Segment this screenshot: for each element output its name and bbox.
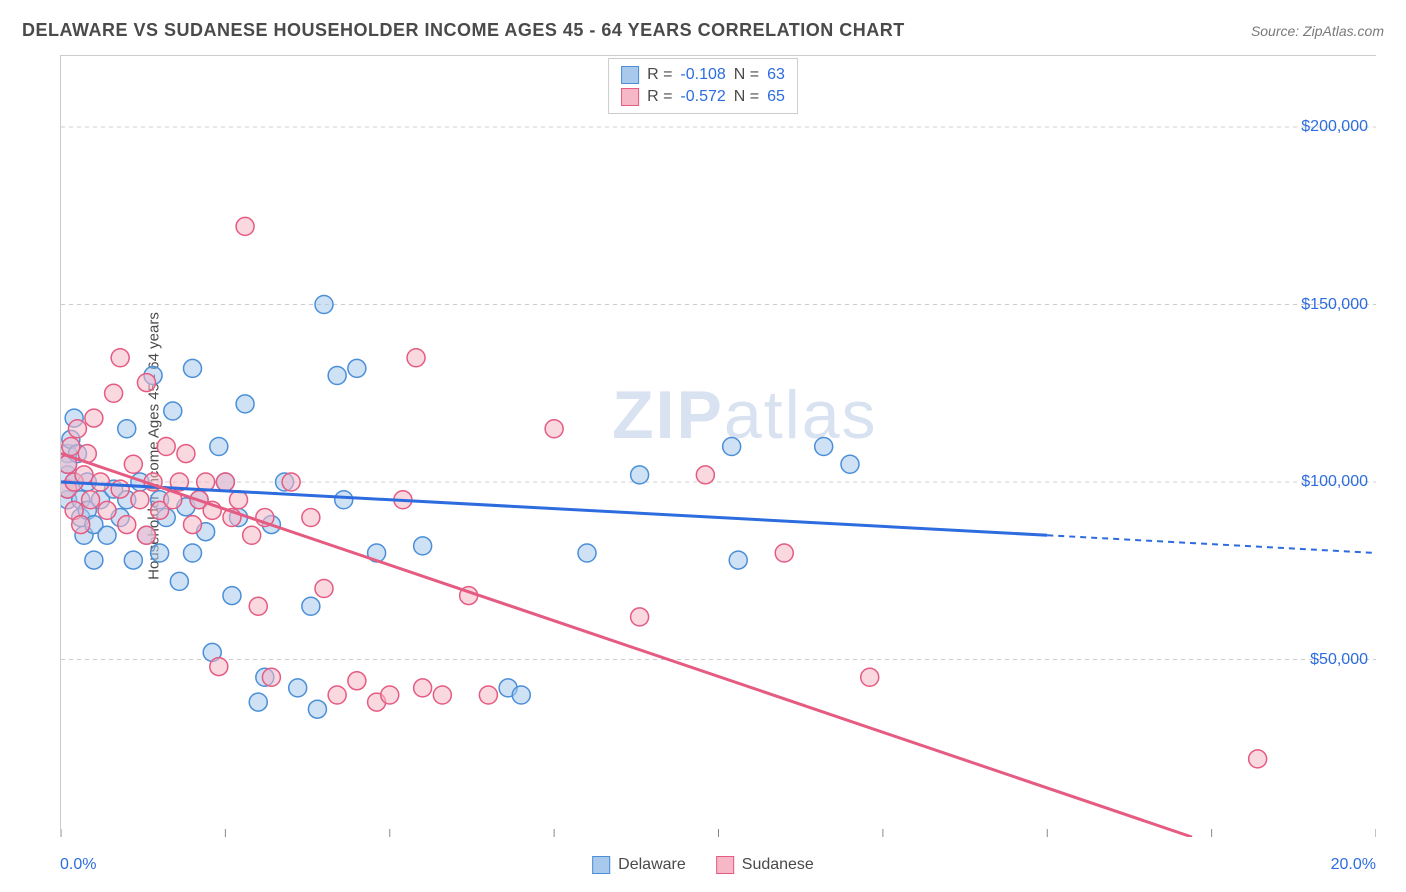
legend-swatch — [592, 856, 610, 874]
legend-correlation-row: R = -0.572 N = 65 — [621, 86, 785, 108]
legend-correlation-row: R = -0.108 N = 63 — [621, 64, 785, 86]
x-axis-max-label: 20.0% — [1331, 856, 1376, 874]
legend-swatch — [716, 856, 734, 874]
legend-swatch — [621, 88, 639, 106]
y-tick-label: $100,000 — [1301, 473, 1368, 491]
legend-series: Delaware Sudanese — [592, 856, 814, 874]
chart-title: DELAWARE VS SUDANESE HOUSEHOLDER INCOME … — [22, 20, 905, 41]
y-tick-label: $50,000 — [1310, 651, 1368, 669]
legend-series-item: Sudanese — [716, 856, 814, 874]
legend-swatch — [621, 66, 639, 84]
x-axis-min-label: 0.0% — [60, 856, 96, 874]
chart-source: Source: ZipAtlas.com — [1251, 23, 1384, 39]
legend-series-item: Delaware — [592, 856, 686, 874]
chart-svg — [61, 56, 1376, 837]
y-tick-label: $200,000 — [1301, 118, 1368, 136]
y-tick-label: $150,000 — [1301, 296, 1368, 314]
legend-correlation: R = -0.108 N = 63 R = -0.572 N = 65 — [608, 58, 798, 114]
chart-plot-area: ZIPatlas $50,000$100,000$150,000$200,000 — [60, 55, 1376, 837]
